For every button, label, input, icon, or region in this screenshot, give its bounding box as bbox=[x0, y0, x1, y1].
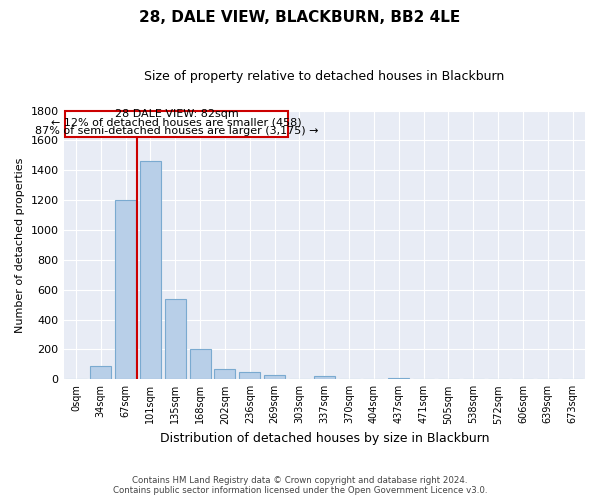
Bar bbox=[115, 200, 136, 380]
Y-axis label: Number of detached properties: Number of detached properties bbox=[15, 157, 25, 332]
Bar bbox=[388, 378, 409, 380]
Text: Contains HM Land Registry data © Crown copyright and database right 2024.
Contai: Contains HM Land Registry data © Crown c… bbox=[113, 476, 487, 495]
Title: Size of property relative to detached houses in Blackburn: Size of property relative to detached ho… bbox=[144, 70, 505, 83]
Text: 87% of semi-detached houses are larger (3,175) →: 87% of semi-detached houses are larger (… bbox=[35, 126, 318, 136]
Text: 28, DALE VIEW, BLACKBURN, BB2 4LE: 28, DALE VIEW, BLACKBURN, BB2 4LE bbox=[139, 10, 461, 25]
Bar bbox=[140, 162, 161, 380]
Bar bbox=[165, 298, 186, 380]
Bar bbox=[239, 372, 260, 380]
Bar bbox=[264, 375, 285, 380]
Bar bbox=[90, 366, 112, 380]
Bar bbox=[214, 369, 235, 380]
FancyBboxPatch shape bbox=[65, 110, 288, 136]
Text: ← 12% of detached houses are smaller (458): ← 12% of detached houses are smaller (45… bbox=[51, 118, 302, 128]
Bar bbox=[190, 348, 211, 380]
X-axis label: Distribution of detached houses by size in Blackburn: Distribution of detached houses by size … bbox=[160, 432, 489, 445]
Bar bbox=[314, 376, 335, 380]
Text: 28 DALE VIEW: 82sqm: 28 DALE VIEW: 82sqm bbox=[115, 110, 238, 120]
